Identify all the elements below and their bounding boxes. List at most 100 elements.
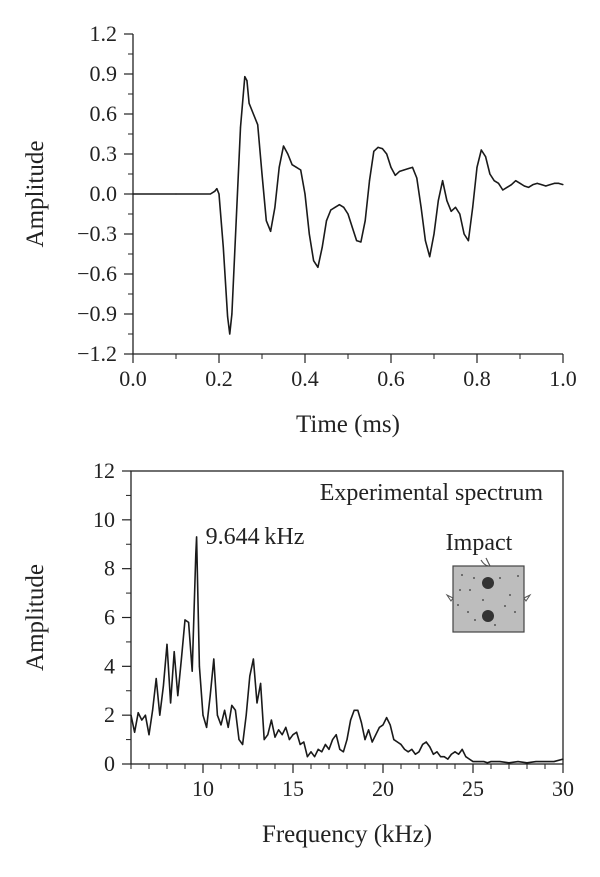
data-point	[265, 220, 267, 222]
data-point	[134, 731, 136, 733]
specimen-block	[452, 565, 525, 633]
aggregate-speck	[474, 619, 476, 621]
data-point	[553, 760, 555, 763]
y-tick-label: 1.2	[90, 21, 118, 46]
data-point	[270, 230, 272, 232]
data-point	[141, 719, 143, 721]
y-axis-label: Amplitude	[22, 141, 49, 248]
data-point	[173, 651, 175, 653]
data-point	[425, 741, 427, 743]
data-point	[389, 724, 391, 726]
data-point	[300, 169, 302, 171]
data-point	[382, 724, 384, 726]
data-point	[493, 180, 495, 182]
data-point	[429, 256, 431, 258]
x-tick-label: 25	[462, 776, 484, 801]
data-point	[472, 206, 474, 208]
data-point	[404, 748, 406, 750]
data-point	[517, 760, 519, 763]
data-point	[321, 751, 323, 753]
data-point	[532, 184, 534, 186]
data-point	[368, 180, 371, 182]
data-point	[325, 220, 328, 222]
aggregate-speck	[499, 577, 501, 579]
data-point	[536, 182, 538, 184]
impact-label: Impact	[446, 530, 513, 556]
data-point	[360, 721, 362, 724]
data-point	[364, 220, 366, 222]
data-point	[287, 153, 289, 155]
data-point	[506, 186, 508, 188]
data-point	[288, 738, 290, 741]
data-point	[148, 734, 150, 736]
data-point	[281, 734, 283, 736]
data-point	[324, 743, 326, 746]
data-point	[248, 102, 250, 104]
y-tick-label: 0.3	[90, 141, 118, 166]
data-point	[347, 213, 349, 215]
data-point	[209, 695, 211, 697]
data-point	[239, 126, 242, 128]
data-point	[170, 702, 172, 704]
data-point	[454, 751, 456, 753]
y-tick-label: 0.0	[90, 181, 118, 206]
data-point	[437, 200, 439, 202]
data-point	[502, 189, 504, 191]
aggregate-speck	[461, 574, 463, 576]
data-point	[458, 753, 460, 755]
y-tick-label: 2	[104, 702, 115, 727]
data-point	[357, 709, 359, 711]
data-point	[252, 658, 254, 660]
data-point	[224, 709, 226, 711]
data-point	[368, 729, 370, 731]
data-point	[267, 734, 269, 736]
data-point	[351, 226, 353, 228]
data-point	[461, 748, 463, 750]
data-point	[227, 726, 229, 728]
data-point	[270, 719, 272, 721]
series-line	[130, 536, 564, 764]
y-tick-label: 8	[104, 556, 115, 581]
aggregate-speck	[459, 589, 461, 591]
data-point	[364, 738, 366, 741]
data-point	[234, 709, 236, 711]
aggregate-speck	[469, 589, 471, 591]
data-point	[381, 148, 383, 150]
data-point	[526, 762, 528, 764]
y-tick-label: 0	[104, 751, 115, 776]
data-point	[407, 168, 409, 170]
data-point	[245, 714, 247, 716]
data-point	[489, 173, 491, 175]
data-point	[386, 153, 388, 155]
x-tick-label: 20	[372, 776, 394, 801]
data-point	[339, 748, 341, 750]
data-point	[216, 188, 218, 190]
data-point	[510, 184, 512, 186]
data-point	[261, 173, 263, 175]
time-domain-chart: 0.0 0.2 0.4 0.6 0.8 1.0 −1.2 −0.9 −0.6 −0.3 0.0 0.3…	[22, 21, 577, 438]
data-point	[432, 753, 434, 755]
specimen-inset	[445, 557, 532, 633]
aggregate-speck	[457, 604, 459, 606]
data-point	[338, 204, 340, 206]
data-point	[231, 704, 233, 707]
data-point	[360, 241, 362, 243]
aggregate-speck	[467, 611, 469, 613]
data-point	[285, 726, 287, 728]
data-point	[202, 714, 204, 716]
data-point	[291, 164, 293, 166]
data-point	[274, 736, 276, 738]
data-point	[377, 146, 379, 148]
data-point	[476, 760, 478, 763]
data-point	[144, 714, 146, 716]
y-tick-label: −0.9	[77, 301, 117, 326]
data-point	[184, 619, 186, 621]
x-tick-label: 0.8	[463, 366, 491, 391]
data-point	[334, 206, 336, 208]
data-point	[321, 246, 323, 248]
data-point	[244, 76, 246, 78]
data-point	[545, 185, 547, 187]
data-point	[308, 233, 310, 235]
